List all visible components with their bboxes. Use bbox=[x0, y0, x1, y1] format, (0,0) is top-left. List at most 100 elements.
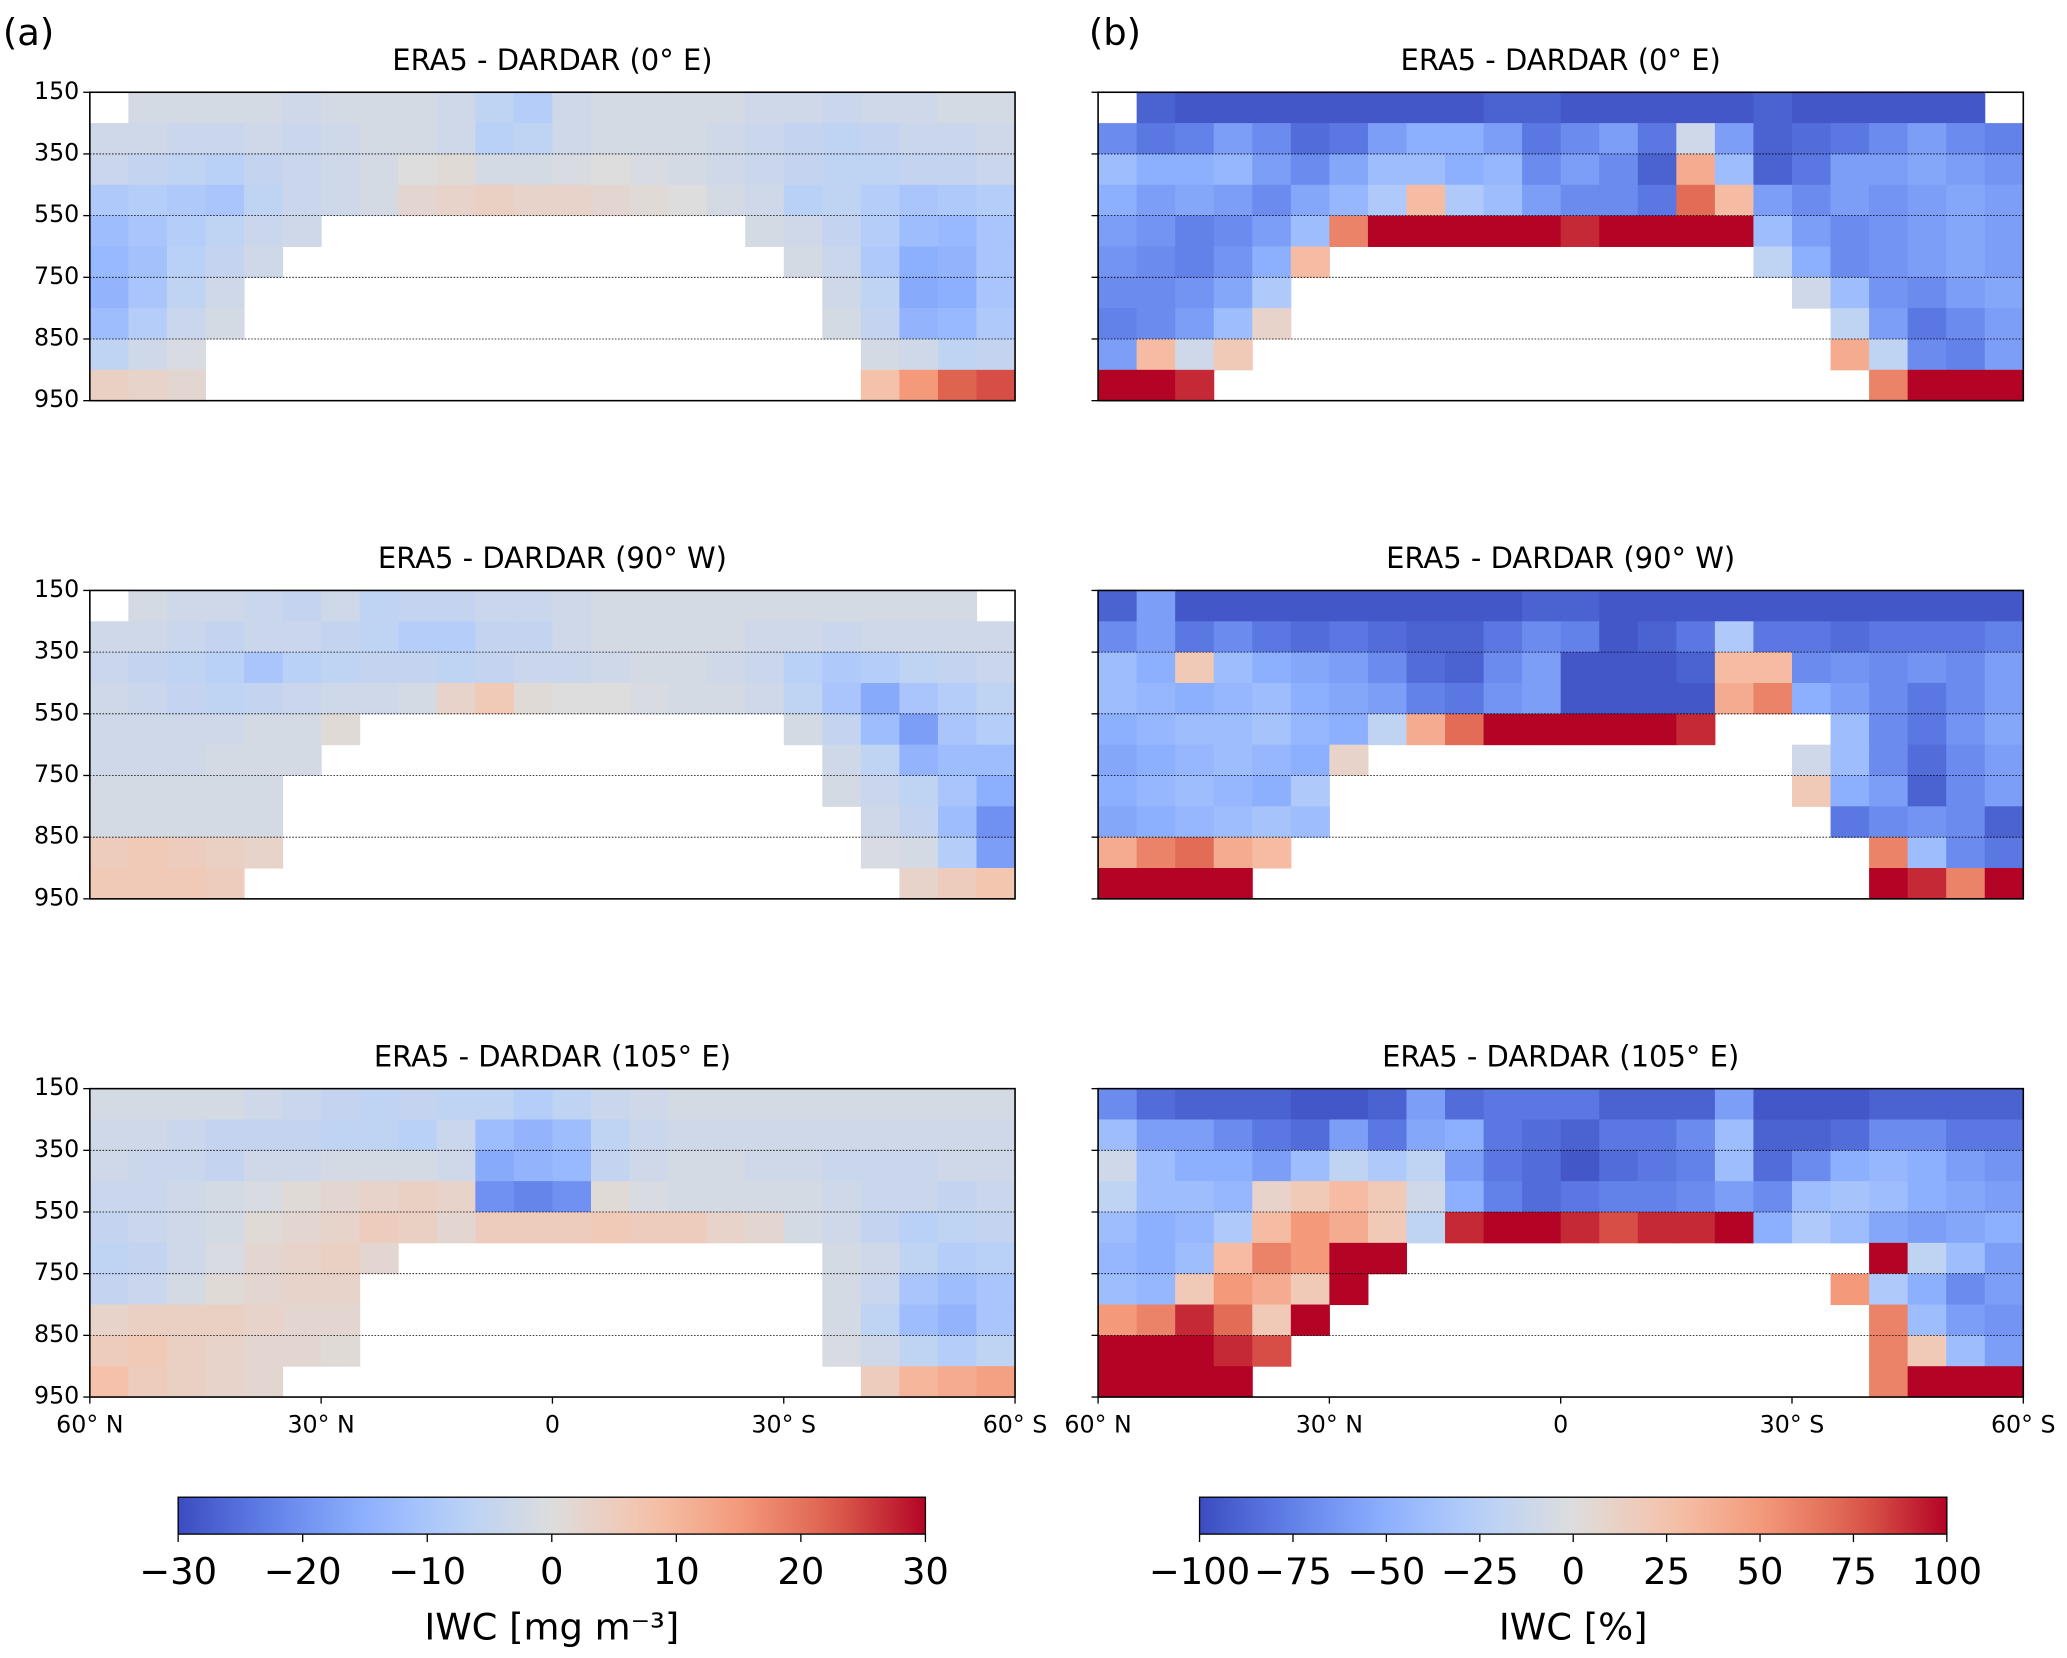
cell bbox=[205, 652, 245, 684]
cell bbox=[1290, 682, 1330, 715]
cell bbox=[1714, 1212, 1754, 1244]
cell bbox=[166, 1088, 207, 1121]
cell bbox=[1791, 184, 1832, 217]
cell bbox=[1252, 1181, 1292, 1213]
cell bbox=[1098, 1181, 1138, 1213]
cell bbox=[1869, 184, 1909, 217]
cell bbox=[1984, 744, 2024, 777]
cell bbox=[1599, 1150, 1639, 1182]
cell bbox=[1406, 621, 1446, 653]
cell bbox=[1907, 652, 1947, 684]
cell bbox=[1252, 153, 1292, 186]
cell bbox=[1830, 246, 1870, 278]
cell bbox=[166, 806, 207, 838]
cell bbox=[1406, 652, 1446, 684]
cell bbox=[822, 215, 862, 247]
cell bbox=[1136, 215, 1176, 247]
cell bbox=[1329, 682, 1369, 715]
cell bbox=[1984, 682, 2024, 715]
cell bbox=[1252, 652, 1292, 684]
cell bbox=[552, 153, 592, 186]
cell bbox=[436, 1212, 476, 1244]
cell bbox=[1445, 92, 1485, 124]
cell bbox=[1869, 338, 1909, 371]
cell bbox=[937, 1150, 978, 1182]
colorbar-label: IWC [%] bbox=[1499, 1606, 1648, 1649]
cell bbox=[1136, 1181, 1176, 1213]
cell bbox=[822, 123, 862, 155]
cell bbox=[1907, 806, 1947, 838]
cell bbox=[1830, 713, 1870, 746]
cell bbox=[937, 868, 978, 900]
cell bbox=[1136, 1119, 1176, 1151]
cell bbox=[937, 621, 978, 653]
cell bbox=[1329, 215, 1369, 247]
cell bbox=[321, 1304, 361, 1336]
cell bbox=[1522, 92, 1562, 124]
cell bbox=[166, 1119, 207, 1151]
cell bbox=[1252, 1212, 1292, 1244]
y-tick-label: 750 bbox=[34, 1258, 79, 1286]
cell bbox=[1984, 775, 2024, 807]
cell bbox=[436, 92, 476, 124]
x-tick-label: 0 bbox=[1553, 1411, 1568, 1439]
cell bbox=[1791, 153, 1832, 186]
cell bbox=[1098, 1366, 1138, 1398]
cell bbox=[1290, 215, 1330, 247]
cell bbox=[1290, 1212, 1330, 1244]
cell bbox=[1714, 215, 1754, 247]
cell bbox=[1175, 837, 1215, 869]
cell bbox=[1483, 1181, 1523, 1213]
cell bbox=[1290, 1242, 1330, 1275]
cell bbox=[244, 682, 284, 715]
cell bbox=[1753, 246, 1793, 278]
cell bbox=[359, 1181, 399, 1213]
cell bbox=[899, 837, 939, 869]
cell bbox=[1213, 775, 1253, 807]
cell bbox=[552, 621, 592, 653]
cell bbox=[1098, 868, 1138, 900]
cell bbox=[359, 621, 399, 653]
cell bbox=[937, 308, 978, 340]
cell bbox=[899, 1304, 939, 1336]
cell bbox=[1946, 868, 1986, 900]
cell bbox=[166, 1335, 207, 1367]
cell bbox=[590, 92, 631, 124]
cell bbox=[1175, 868, 1215, 900]
cell bbox=[668, 621, 708, 653]
cell bbox=[899, 1273, 939, 1306]
cell bbox=[745, 153, 785, 186]
cell bbox=[899, 246, 939, 278]
cell bbox=[1175, 1273, 1215, 1306]
cell bbox=[860, 744, 900, 777]
cell bbox=[1213, 1150, 1253, 1182]
cell bbox=[1252, 744, 1292, 777]
y-tick-label: 550 bbox=[34, 200, 79, 228]
cell bbox=[128, 277, 168, 309]
cell bbox=[1907, 775, 1947, 807]
cell bbox=[205, 621, 245, 653]
cell bbox=[89, 1304, 129, 1336]
cell bbox=[1329, 590, 1369, 622]
cell bbox=[1830, 590, 1870, 622]
cell bbox=[937, 775, 978, 807]
cell bbox=[1869, 652, 1909, 684]
cell bbox=[128, 775, 168, 807]
cell bbox=[1637, 1119, 1677, 1151]
cell bbox=[282, 123, 322, 155]
cell bbox=[166, 215, 207, 247]
cell bbox=[976, 1366, 1016, 1398]
cell bbox=[1907, 184, 1947, 217]
cell bbox=[205, 1366, 245, 1398]
cell bbox=[899, 806, 939, 838]
colorbar bbox=[1198, 1496, 1948, 1535]
cell bbox=[860, 123, 900, 155]
y-tick-label: 150 bbox=[34, 575, 79, 603]
panel-title: ERA5 - DARDAR (90° W) bbox=[378, 541, 727, 575]
cell bbox=[1830, 1273, 1870, 1306]
cell bbox=[1946, 682, 1986, 715]
cell bbox=[937, 92, 978, 124]
cell bbox=[860, 277, 900, 309]
cell bbox=[783, 682, 823, 715]
cell bbox=[1830, 682, 1870, 715]
